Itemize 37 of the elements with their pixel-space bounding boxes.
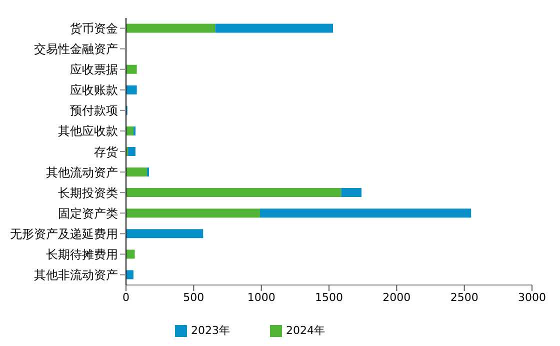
y-tick-label: 货币资金 xyxy=(70,22,118,36)
y-tick-label: 长期待摊费用 xyxy=(46,247,118,262)
bar xyxy=(126,85,137,94)
x-tick-label: 1500 xyxy=(315,290,343,304)
x-tick-label: 2000 xyxy=(382,290,411,304)
bar xyxy=(126,188,342,198)
bar xyxy=(126,250,135,259)
y-tick-label: 交易性金融资产 xyxy=(34,42,118,56)
bar xyxy=(126,64,137,74)
x-tick-label: 3000 xyxy=(518,290,546,304)
bar xyxy=(126,126,134,136)
y-tick-label: 无形资产及递延费用 xyxy=(10,226,118,241)
x-tick-label: 2500 xyxy=(450,290,478,304)
y-tick-label: 应收账款 xyxy=(70,83,118,98)
y-tick-label: 其他非流动资产 xyxy=(34,268,118,282)
bar xyxy=(341,188,362,198)
legend-label: 2023年 xyxy=(191,324,230,337)
y-tick-label: 长期投资类 xyxy=(58,186,118,200)
bar xyxy=(215,24,334,33)
bar xyxy=(126,24,216,33)
y-tick-label: 应收票据 xyxy=(70,62,118,77)
y-tick-label: 其他应收款 xyxy=(58,124,118,138)
y-tick-label: 存货 xyxy=(94,144,118,159)
bar xyxy=(260,208,472,218)
bar xyxy=(128,146,136,156)
x-tick-label: 0 xyxy=(122,290,130,304)
x-tick-label: 500 xyxy=(183,290,204,304)
bar xyxy=(126,208,260,218)
y-tick-label: 固定资产类 xyxy=(58,206,118,220)
bar xyxy=(146,168,150,177)
bar xyxy=(126,229,204,238)
legend-label: 2024年 xyxy=(286,324,325,337)
y-tick-label: 其他流动资产 xyxy=(46,165,118,180)
bar xyxy=(126,270,134,280)
bar xyxy=(126,168,147,177)
y-tick-label: 预付款项 xyxy=(70,104,118,118)
x-tick-label: 1000 xyxy=(247,290,276,304)
